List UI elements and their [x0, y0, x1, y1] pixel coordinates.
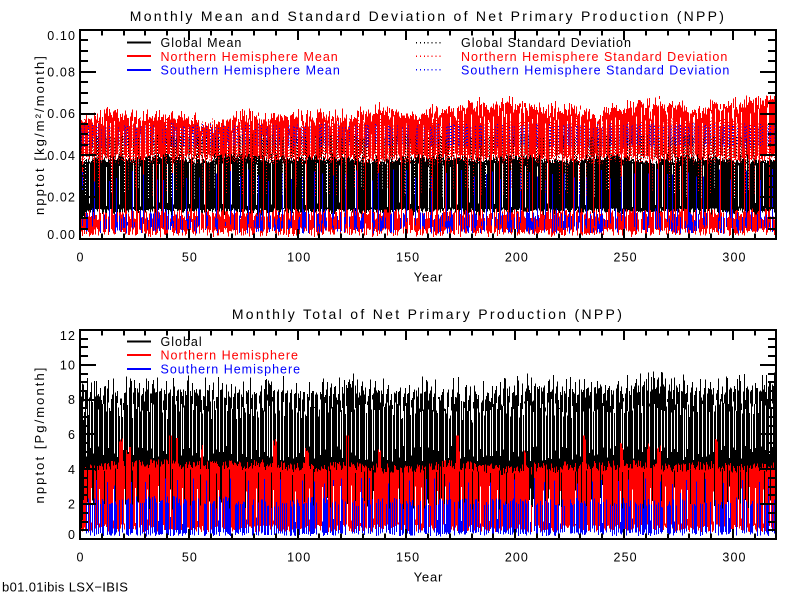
svg-text:0.10: 0.10 [47, 29, 76, 43]
svg-text:Year: Year [414, 569, 443, 584]
svg-text:Northern Hemisphere Standard D: Northern Hemisphere Standard Deviation [461, 50, 728, 64]
svg-text:250: 250 [614, 551, 638, 565]
svg-text:b01.01ibis LSX−IBIS: b01.01ibis LSX−IBIS [2, 580, 128, 595]
svg-text:50: 50 [182, 251, 198, 265]
svg-text:npptot [Pg/month]: npptot [Pg/month] [32, 366, 47, 504]
svg-text:0: 0 [76, 551, 84, 565]
svg-text:4: 4 [68, 463, 76, 477]
svg-text:0: 0 [76, 251, 84, 265]
svg-text:10: 10 [60, 358, 76, 372]
svg-text:Global: Global [161, 335, 203, 349]
svg-text:150: 150 [396, 551, 420, 565]
svg-text:Monthly Mean and Standard Devi: Monthly Mean and Standard Deviation of N… [130, 8, 726, 24]
svg-text:250: 250 [614, 251, 638, 265]
svg-text:300: 300 [722, 251, 746, 265]
svg-text:Northern Hemisphere: Northern Hemisphere [161, 349, 300, 363]
svg-text:npptot [kg/m²/month]: npptot [kg/m²/month] [32, 54, 47, 215]
svg-text:200: 200 [505, 551, 529, 565]
svg-text:100: 100 [287, 551, 311, 565]
svg-text:Monthly Total of Net Primary P: Monthly Total of Net Primary Production … [232, 306, 624, 322]
svg-text:8: 8 [68, 393, 76, 407]
svg-text:0.02: 0.02 [47, 191, 76, 205]
svg-text:50: 50 [182, 551, 198, 565]
svg-text:0: 0 [68, 528, 76, 542]
svg-text:Southern Hemisphere Mean: Southern Hemisphere Mean [161, 64, 341, 78]
svg-text:2: 2 [68, 498, 76, 512]
svg-text:12: 12 [60, 329, 76, 343]
svg-text:200: 200 [505, 251, 529, 265]
svg-text:6: 6 [68, 428, 76, 442]
svg-text:Southern Hemisphere Standard D: Southern Hemisphere Standard Deviation [461, 64, 730, 78]
svg-text:Northern Hemisphere Mean: Northern Hemisphere Mean [161, 50, 339, 64]
svg-text:0.08: 0.08 [47, 65, 76, 79]
svg-text:300: 300 [722, 551, 746, 565]
svg-text:0.00: 0.00 [47, 228, 76, 242]
svg-text:Year: Year [414, 270, 443, 285]
svg-text:Global Standard Deviation: Global Standard Deviation [461, 36, 632, 50]
svg-text:0.04: 0.04 [47, 149, 76, 163]
svg-text:0.06: 0.06 [47, 107, 76, 121]
svg-text:Global Mean: Global Mean [161, 36, 243, 50]
svg-text:Southern Hemisphere: Southern Hemisphere [161, 362, 302, 376]
svg-text:100: 100 [287, 251, 311, 265]
svg-text:150: 150 [396, 251, 420, 265]
